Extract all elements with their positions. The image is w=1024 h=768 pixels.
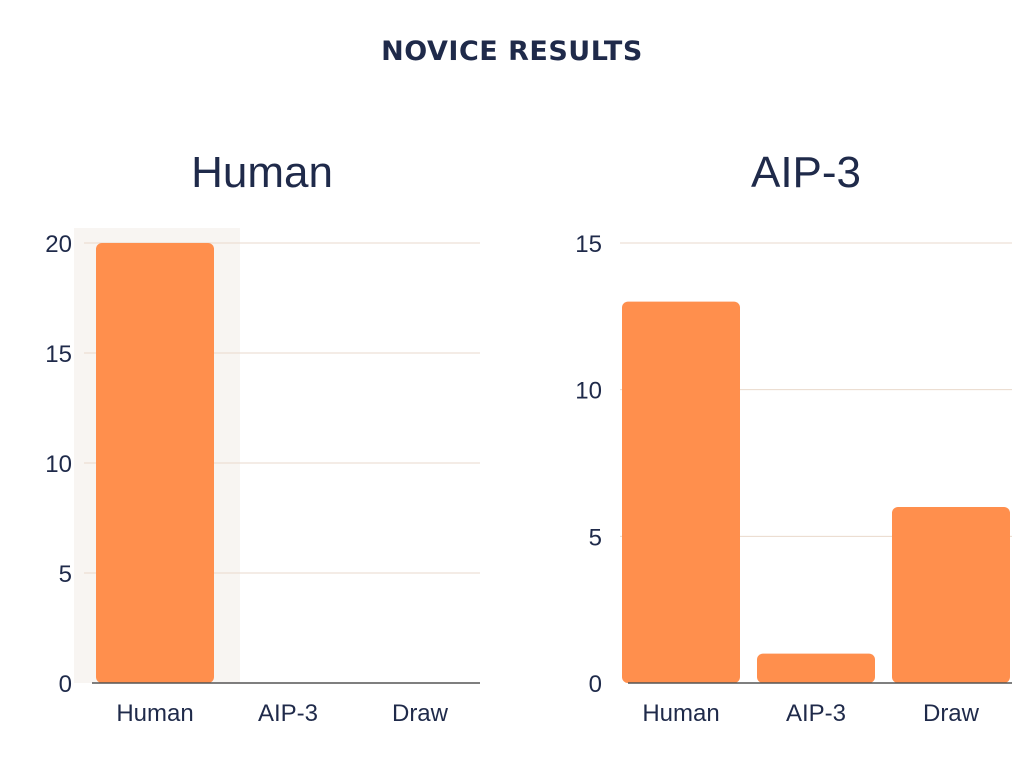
- x-tick-label: Draw: [392, 700, 449, 727]
- bar-aip-3: [757, 653, 875, 683]
- bar-human: [96, 243, 214, 683]
- y-tick-label: 0: [589, 671, 602, 698]
- y-tick-label: 15: [575, 231, 602, 258]
- chart-title: AIP-3: [751, 148, 861, 197]
- y-tick-label: 10: [575, 378, 602, 405]
- y-tick-label: 20: [45, 231, 72, 258]
- y-tick-label: 15: [45, 341, 72, 368]
- y-tick-label: 0: [59, 671, 72, 698]
- y-tick-label: 5: [589, 524, 602, 551]
- x-tick-label: Human: [116, 700, 193, 727]
- x-tick-label: AIP-3: [786, 700, 846, 727]
- y-tick-label: 10: [45, 451, 72, 478]
- bar-human: [622, 301, 740, 683]
- x-tick-label: AIP-3: [258, 700, 318, 727]
- page-title: NOVICE RESULTS: [381, 36, 643, 67]
- chart-2: AIP-3 0 5 10 15 Human AIP-3 Draw: [575, 148, 1012, 727]
- chart-1: Human 0 5 10 15 20 Human AIP-3 Draw: [45, 148, 480, 727]
- x-tick-label: Human: [642, 700, 719, 727]
- bar-draw: [892, 507, 1010, 683]
- x-tick-label: Draw: [923, 700, 980, 727]
- y-tick-label: 5: [59, 561, 72, 588]
- chart-title: Human: [191, 148, 333, 197]
